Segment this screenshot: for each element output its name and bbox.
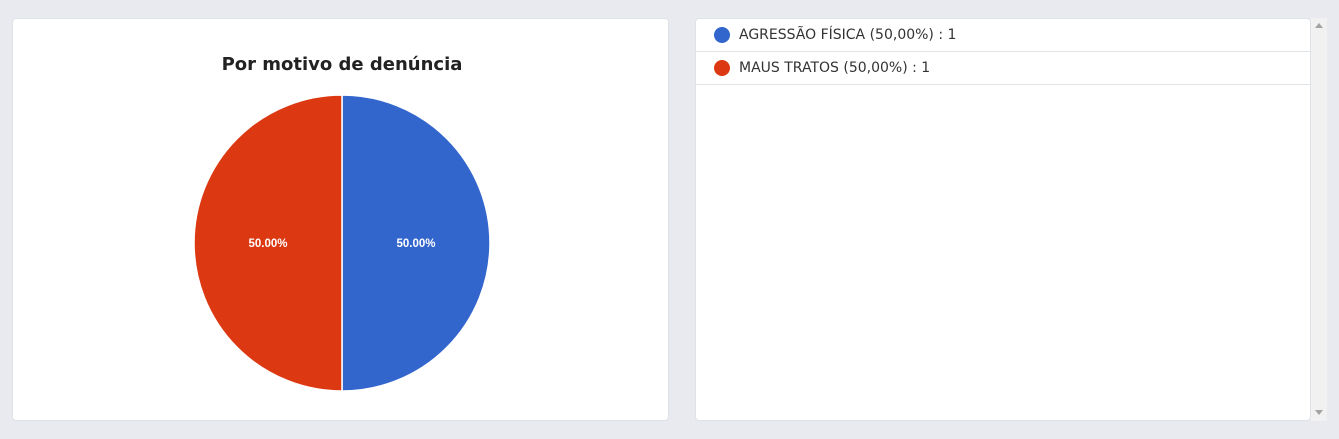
pie-slice-label-1: 50.00% bbox=[396, 238, 435, 250]
legend-item-label: AGRESSÃO FÍSICA (50,00%) : 1 bbox=[739, 27, 957, 43]
pie-slice-label-2: 50.00% bbox=[248, 238, 287, 250]
pie-chart: Por motivo de denúncia 50.00% 50.00% bbox=[193, 54, 491, 392]
legend-color-dot bbox=[714, 27, 730, 43]
scroll-down-arrow-icon[interactable] bbox=[1315, 410, 1323, 415]
legend-item-agressao-fisica[interactable]: AGRESSÃO FÍSICA (50,00%) : 1 bbox=[696, 19, 1310, 52]
legend-panel: AGRESSÃO FÍSICA (50,00%) : 1 MAUS TRATOS… bbox=[695, 18, 1311, 421]
legend-item-label: MAUS TRATOS (50,00%) : 1 bbox=[739, 60, 931, 76]
legend-color-dot bbox=[714, 60, 730, 76]
pie-slice-labels: 50.00% 50.00% bbox=[248, 238, 435, 250]
pie-chart-card: Por motivo de denúncia 50.00% 50.00% bbox=[12, 18, 669, 421]
vertical-scrollbar[interactable] bbox=[1311, 18, 1327, 421]
pie-slices bbox=[193, 94, 491, 392]
pie-slice-2[interactable] bbox=[193, 94, 343, 392]
scroll-up-arrow-icon[interactable] bbox=[1315, 23, 1323, 28]
legend-list: AGRESSÃO FÍSICA (50,00%) : 1 MAUS TRATOS… bbox=[696, 19, 1310, 85]
legend-item-maus-tratos[interactable]: MAUS TRATOS (50,00%) : 1 bbox=[696, 52, 1310, 85]
pie-slice-1[interactable] bbox=[341, 94, 491, 392]
chart-title: Por motivo de denúncia bbox=[222, 54, 463, 75]
